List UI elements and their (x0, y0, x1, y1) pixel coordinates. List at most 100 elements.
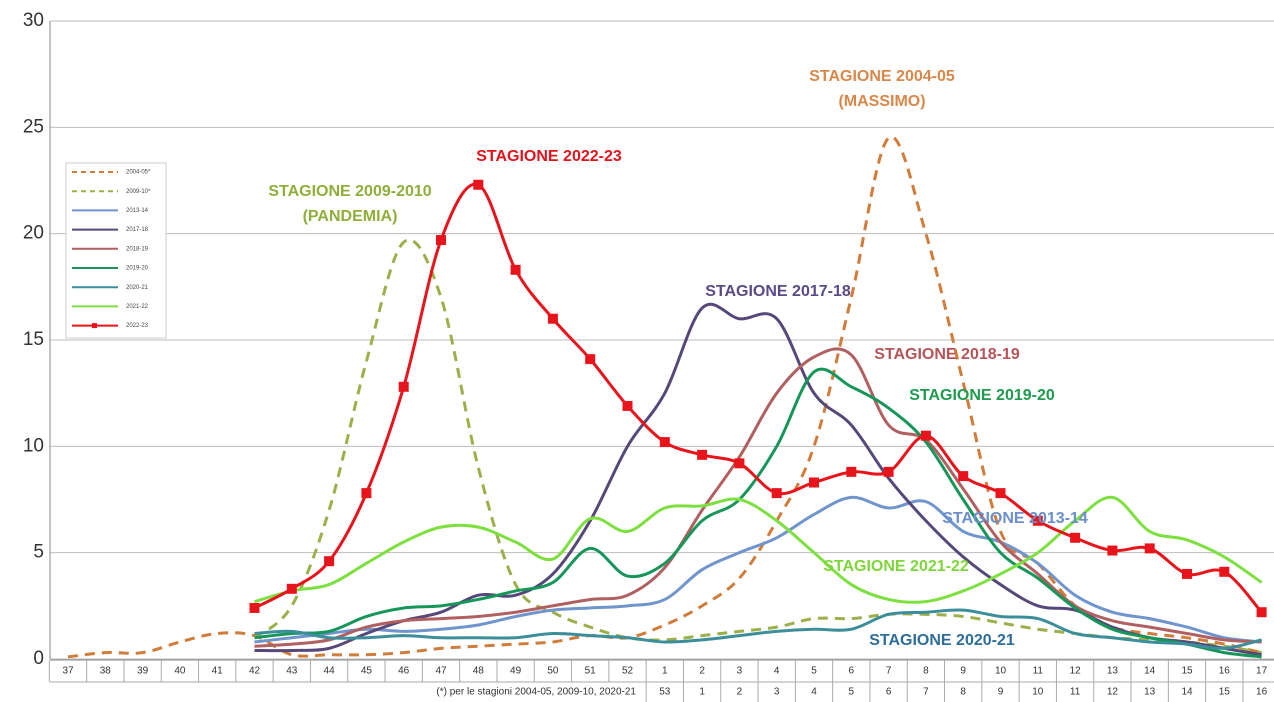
y-tick-label: 30 (23, 10, 44, 31)
annotation: STAGIONE 2022-23 (476, 148, 622, 165)
x-tick-label: 1 (662, 666, 668, 677)
x-tick-label-2: 3 (774, 687, 780, 698)
annotation: STAGIONE 2021-22 (823, 558, 969, 575)
x-tick-label-2: 7 (923, 687, 929, 698)
x-tick-label-2: 11 (1070, 687, 1081, 698)
x-tick-label: 4 (774, 666, 780, 677)
x-tick-label-2: 6 (886, 687, 892, 698)
x-tick-label: 15 (1181, 666, 1193, 677)
annotation: STAGIONE 2018-19 (874, 346, 1020, 363)
series-marker (1182, 568, 1192, 579)
y-tick-label: 0 (33, 648, 44, 669)
x-tick-label: 46 (398, 666, 410, 677)
x-tick-label: 40 (174, 666, 186, 677)
annotation: STAGIONE 2013-14 (942, 510, 1088, 527)
x-tick-label: 39 (137, 666, 149, 677)
x-tick-label: 8 (923, 666, 929, 677)
x-tick-label-2: 15 (1219, 687, 1231, 698)
x-tick-label: 48 (473, 666, 485, 677)
series-marker (771, 488, 782, 499)
series-marker (734, 458, 745, 469)
x-tick-label: 38 (100, 666, 112, 677)
series-marker (585, 354, 596, 365)
series-marker (286, 583, 297, 594)
x-tick-label: 6 (849, 666, 855, 677)
series-marker (398, 381, 409, 392)
legend-label: 2019-20 (126, 266, 149, 272)
series-marker (473, 179, 484, 190)
series-marker (249, 602, 260, 613)
series-marker (1144, 543, 1155, 554)
series-marker (510, 264, 521, 275)
x-tick-label: 42 (249, 666, 261, 677)
x-tick-label: 14 (1144, 666, 1156, 677)
x-tick-label-2: 1 (699, 687, 705, 698)
series-line (254, 367, 1262, 659)
x-tick-label: 9 (960, 666, 966, 677)
x-tick-label: 45 (361, 666, 373, 677)
x-tick-label: 2 (699, 666, 705, 677)
x-tick-label: 13 (1107, 666, 1119, 677)
x-tick-label-2: 53 (659, 687, 671, 698)
legend-label: 2017-18 (126, 227, 149, 233)
x-tick-label: 11 (1033, 666, 1044, 677)
x-tick-label: 51 (585, 666, 597, 677)
x-tick-label-2: 4 (811, 687, 817, 698)
x-tick-label: 7 (886, 666, 892, 677)
annotation: (PANDEMIA) (303, 208, 398, 225)
x-tick-label: 41 (212, 666, 224, 677)
y-tick-label: 25 (23, 116, 44, 137)
x-tick-label: 10 (995, 666, 1007, 677)
x-tick-label: 16 (1219, 666, 1231, 677)
series-marker (1256, 607, 1267, 618)
x-tick-label-2: 2 (737, 687, 743, 698)
series-marker (809, 477, 819, 488)
series-line (254, 608, 1262, 650)
x-tick-label-2: 13 (1144, 687, 1156, 698)
x-tick-label: 5 (811, 666, 817, 677)
x-tick-label: 44 (324, 666, 336, 677)
legend-label: 2018-19 (126, 246, 149, 252)
annotation: (MASSIMO) (838, 93, 925, 110)
x-tick-label-2: 9 (998, 687, 1004, 698)
series-marker (659, 437, 670, 448)
series-marker (883, 466, 894, 477)
series-marker (697, 449, 708, 460)
x-tick-label: 12 (1070, 666, 1082, 677)
series-marker (622, 400, 633, 411)
series-marker (920, 430, 931, 441)
series-marker (436, 235, 446, 246)
y-tick-label: 10 (23, 435, 44, 456)
legend-box (65, 162, 167, 339)
annotation: STAGIONE 2019-20 (909, 387, 1055, 404)
annotation: STAGIONE 2020-21 (869, 632, 1015, 649)
series-line (254, 347, 1262, 648)
series-marker (1032, 515, 1043, 526)
series-marker (1070, 532, 1081, 543)
legend-label: 2009-10* (126, 189, 151, 195)
x-tick-label: 37 (62, 666, 74, 677)
x-tick-label: 47 (435, 666, 447, 677)
x-tick-label-2: 8 (960, 687, 966, 698)
annotation: STAGIONE 2004-05 (809, 68, 955, 85)
x-tick-label: 17 (1256, 666, 1268, 677)
x-tick-label: 49 (510, 666, 522, 677)
series-marker (361, 488, 372, 499)
x-tick-label-2: 12 (1107, 687, 1119, 698)
x-tick-label: 50 (547, 666, 559, 677)
legend-label: 2022-23 (126, 323, 149, 329)
series-line (67, 135, 1262, 659)
series-line (254, 495, 1263, 604)
series-marker (1107, 545, 1118, 556)
x-tick-label: 3 (737, 666, 743, 677)
annotation: STAGIONE 2017-18 (705, 283, 851, 300)
x-tick-label: 52 (622, 666, 634, 677)
y-tick-label: 15 (23, 329, 44, 350)
legend-label: 2013-14 (126, 208, 149, 214)
legend-marker (92, 323, 97, 329)
series-line (254, 495, 1262, 644)
x-tick-label-2: 14 (1181, 687, 1193, 698)
series-marker (547, 313, 558, 324)
series-marker (958, 471, 969, 482)
legend-label: 2004-05* (126, 170, 151, 176)
